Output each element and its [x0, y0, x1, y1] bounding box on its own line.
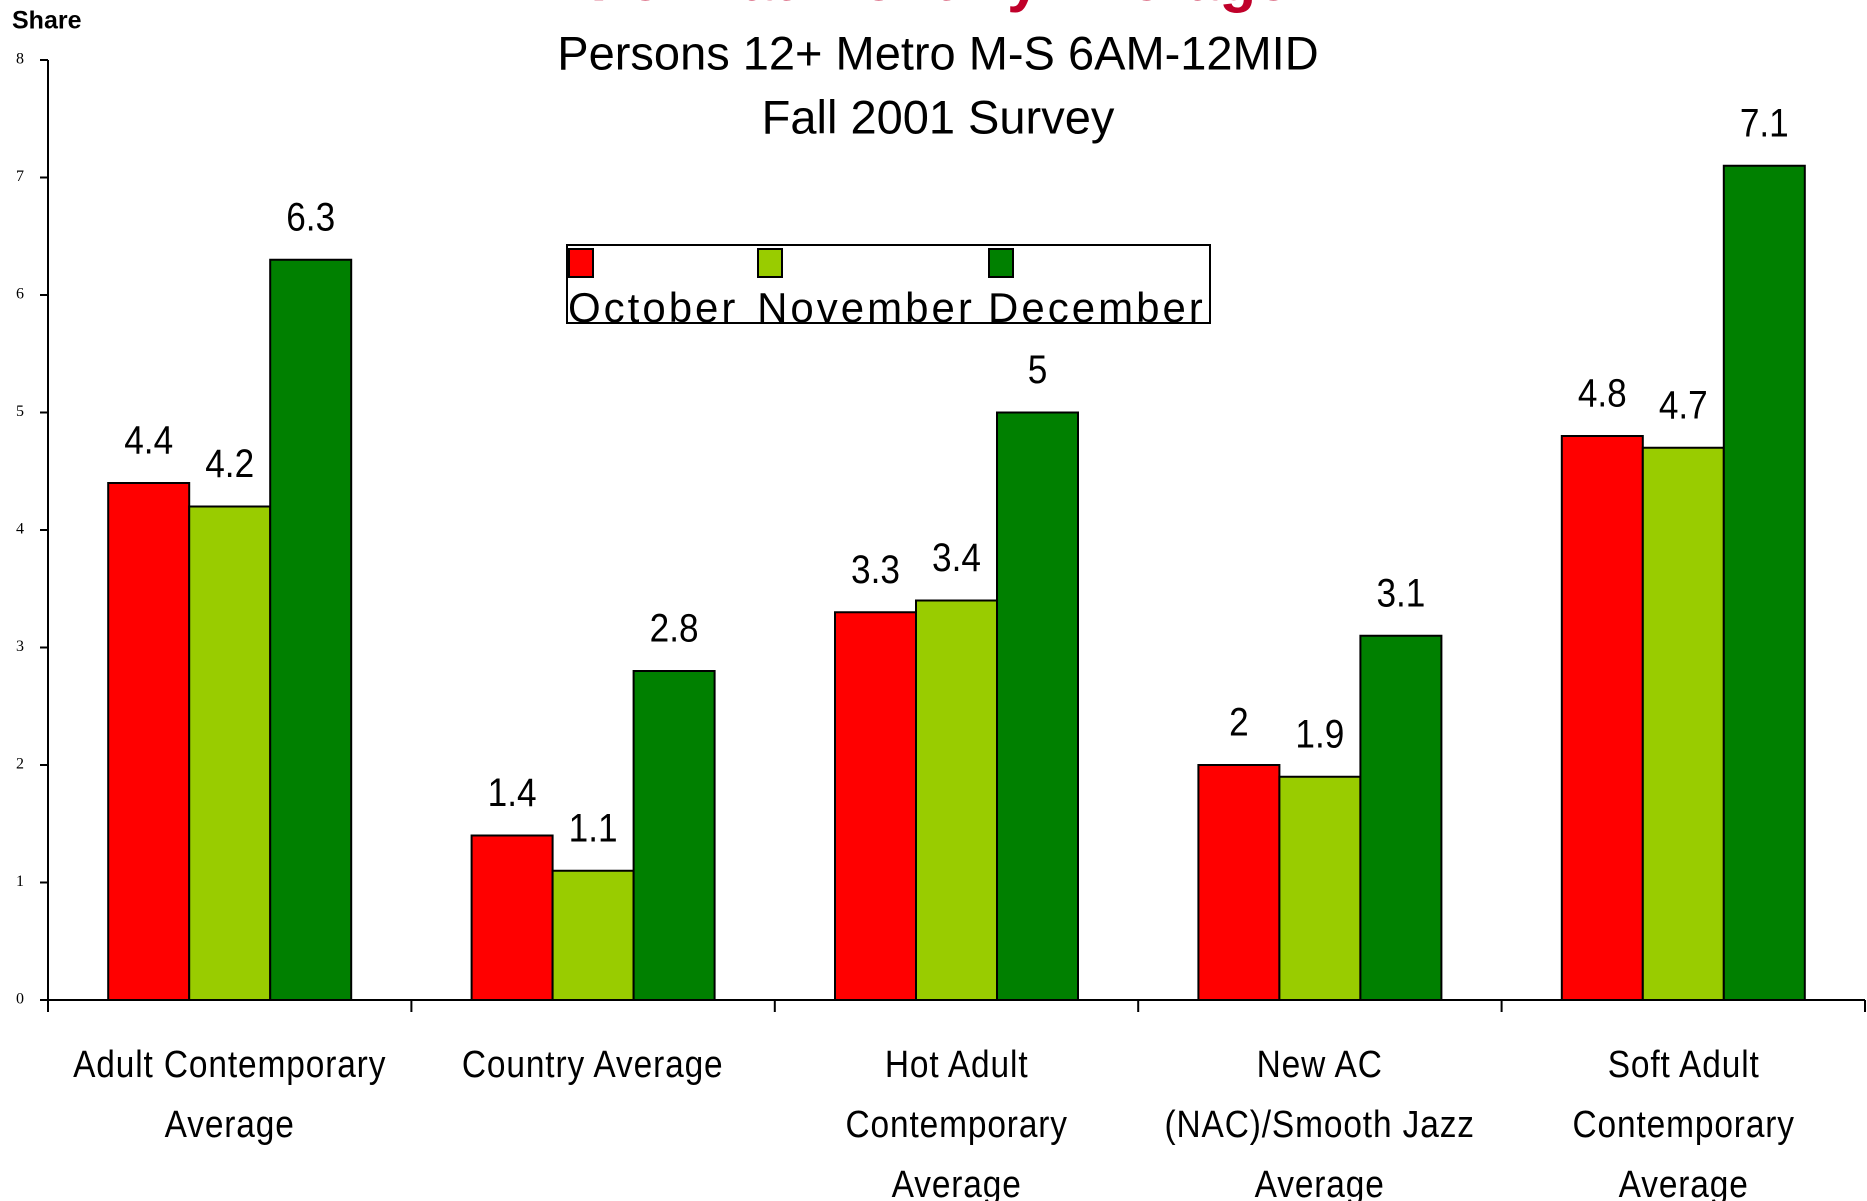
- value-label: 2.8: [650, 605, 699, 650]
- y-tick-label: 0: [16, 991, 24, 1008]
- legend-swatch: [757, 247, 784, 278]
- legend-swatch: [568, 247, 594, 278]
- chart-subtitle: Persons 12+ Metro M-S 6AM-12MID: [557, 26, 1318, 79]
- legend-label: November: [757, 284, 975, 331]
- legend: October November December: [566, 244, 1211, 331]
- bar: [996, 411, 1079, 1001]
- x-tick-label: Country Average: [462, 1044, 724, 1086]
- bar: [1197, 764, 1281, 1001]
- value-label: 1.1: [569, 805, 618, 850]
- x-tick-label: Adult Contemporary Average: [73, 1044, 387, 1146]
- legend-label: December: [988, 284, 1206, 331]
- y-tick-label: 3: [16, 638, 24, 655]
- legend-item: November: [757, 236, 978, 332]
- bar: [632, 670, 716, 1001]
- value-label: 4.7: [1659, 382, 1708, 427]
- bar: [834, 611, 917, 1001]
- x-tick-label: Hot Adult Contemporary Average: [845, 1044, 1068, 1201]
- value-label: 5: [1028, 347, 1048, 392]
- value-label: 3.4: [932, 535, 981, 580]
- chart-title: Format Monthly Average: [591, 0, 1290, 13]
- x-tick-label: New AC (NAC)/Smooth Jazz Average: [1164, 1044, 1476, 1201]
- legend-item: October: [568, 236, 747, 332]
- y-tick-label: 6: [16, 286, 24, 303]
- y-tick-label: 1: [16, 873, 24, 890]
- value-label: 4.2: [205, 441, 254, 486]
- chart-subtitle: Fall 2001 Survey: [762, 90, 1115, 143]
- bar: [1560, 435, 1644, 1001]
- y-tick-label: 7: [16, 168, 24, 185]
- value-label: 4.8: [1578, 370, 1627, 415]
- value-label: 3.3: [851, 547, 900, 592]
- y-tick-label: 8: [16, 51, 24, 68]
- value-label: 4.4: [124, 417, 173, 462]
- y-tick-label: 2: [16, 756, 24, 773]
- value-label: 1.9: [1295, 711, 1344, 756]
- bar: [188, 505, 272, 1001]
- x-tick-label: Soft Adult Contemporary Average: [1572, 1044, 1795, 1201]
- bar: [470, 834, 554, 1001]
- value-label: 7.1: [1740, 100, 1789, 145]
- value-label: 6.3: [286, 194, 335, 239]
- bar: [269, 258, 353, 1001]
- bar: [107, 482, 191, 1001]
- y-axis-label: Share: [12, 7, 82, 35]
- bar: [1278, 775, 1362, 1001]
- bar: [551, 869, 635, 1001]
- y-tick-label: 4: [16, 521, 24, 538]
- legend-item: December: [988, 236, 1209, 332]
- legend-swatch: [988, 247, 1015, 278]
- value-label: 3.1: [1376, 570, 1425, 615]
- bar: [915, 599, 998, 1001]
- legend-label: October: [568, 284, 739, 331]
- bar: [1359, 634, 1443, 1001]
- bar: [1722, 164, 1806, 1001]
- value-label: 1.4: [488, 770, 537, 815]
- bar: [1641, 446, 1725, 1001]
- y-tick-label: 5: [16, 403, 24, 420]
- value-label: 2: [1229, 699, 1249, 744]
